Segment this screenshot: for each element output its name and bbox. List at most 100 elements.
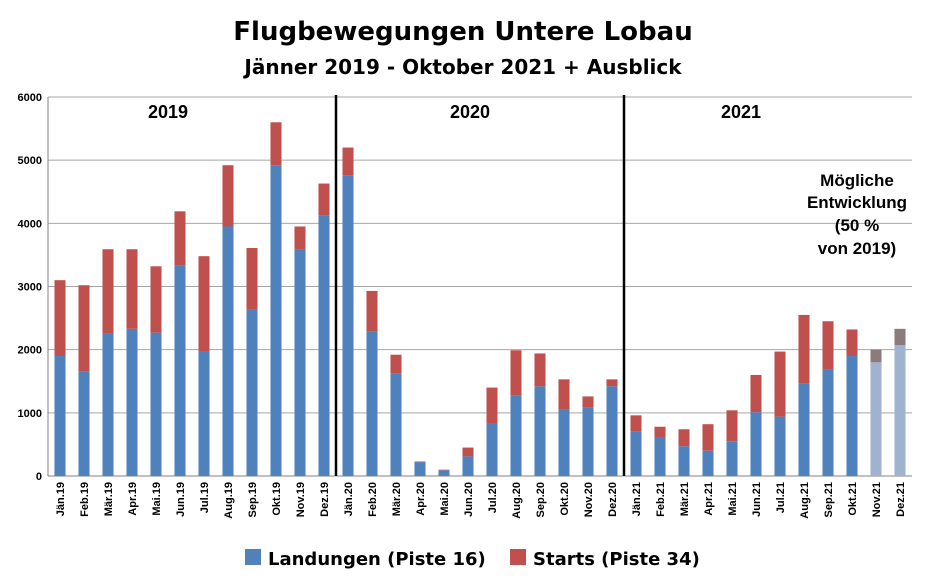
legend-swatch-landungen — [245, 549, 261, 565]
x-tick-label: Nov.20 — [583, 482, 595, 517]
x-tick-label: Mai.19 — [151, 482, 163, 516]
chart-subtitle: Jänner 2019 - Oktober 2021 + Ausblick — [242, 55, 682, 79]
bar-landungen — [822, 369, 834, 476]
bar-landungen — [246, 309, 258, 476]
x-tick-label: Feb.21 — [655, 482, 667, 517]
year-label-2020: 2020 — [450, 102, 490, 122]
bar-starts — [846, 329, 858, 356]
bar-starts — [558, 379, 570, 410]
bar-starts — [294, 226, 306, 250]
y-tick-label: 0 — [36, 471, 42, 483]
bar-landungen — [486, 423, 498, 476]
x-tick-label: Mär.21 — [679, 482, 691, 516]
x-tick-label: Aug.20 — [511, 482, 523, 519]
x-tick-label: Jän.20 — [343, 482, 355, 516]
bar-landungen — [390, 373, 402, 476]
bar-landungen — [798, 383, 810, 476]
year-label-2019: 2019 — [148, 102, 188, 122]
bar-landungen — [462, 456, 474, 476]
bar-landungen — [630, 431, 642, 476]
x-tick-label: Okt.21 — [847, 482, 859, 516]
bar-starts — [270, 122, 282, 166]
bar-landungen — [750, 412, 762, 476]
x-tick-label: Mai.21 — [727, 482, 739, 516]
x-tick-label: Mai.20 — [439, 482, 451, 516]
bar-starts — [246, 247, 258, 310]
bar-landungen — [558, 409, 570, 476]
annotation-line-2: Entwicklung — [807, 193, 907, 212]
bar-landungen — [366, 331, 378, 476]
bar-starts — [438, 469, 450, 471]
x-tick-label: Okt.20 — [559, 482, 571, 516]
bar-starts — [150, 266, 162, 333]
bar-starts — [702, 424, 714, 451]
x-tick-label: Jän.21 — [631, 482, 643, 516]
annotation-line-3: (50 % — [835, 216, 879, 235]
bar-starts — [54, 280, 66, 356]
bar-landungen — [54, 355, 66, 476]
bar-starts — [534, 353, 546, 387]
x-tick-label: Apr.21 — [703, 482, 715, 516]
bar-starts — [894, 328, 906, 346]
y-tick-label: 6000 — [18, 92, 42, 104]
bar-starts — [750, 374, 762, 413]
x-tick-label: Apr.20 — [415, 482, 427, 516]
x-tick-label: Dez.20 — [607, 482, 619, 517]
legend-swatch-starts — [510, 549, 526, 565]
y-tick-label: 2000 — [18, 345, 42, 357]
x-tick-label: Jun.19 — [175, 482, 187, 517]
bar-starts — [510, 350, 522, 396]
bar-landungen — [702, 450, 714, 476]
bar-starts — [78, 285, 90, 372]
bar-landungen — [654, 437, 666, 476]
x-tick-label: Sep.19 — [247, 482, 259, 517]
x-tick-label: Mär.19 — [103, 482, 115, 516]
legend: Landungen (Piste 16) Starts (Piste 34) — [245, 549, 700, 570]
bar-landungen — [150, 332, 162, 476]
y-tick-label: 1000 — [18, 408, 42, 420]
y-tick-labels: 0 1000 2000 3000 4000 5000 6000 — [18, 92, 42, 483]
x-tick-label: Jun.20 — [463, 482, 475, 517]
annotation-line-1: Mögliche — [820, 171, 894, 190]
bar-starts — [582, 396, 594, 408]
bar-starts — [486, 387, 498, 424]
bar-starts — [222, 165, 234, 227]
x-tick-label: Dez.19 — [319, 482, 331, 517]
x-tick-label: Apr.19 — [127, 482, 139, 516]
legend-label-landungen: Landungen (Piste 16) — [268, 549, 486, 570]
bar-starts — [390, 354, 402, 374]
bar-landungen — [774, 416, 786, 476]
bar-landungen — [102, 333, 114, 476]
bar-landungen — [438, 470, 450, 476]
bar-starts — [798, 314, 810, 384]
x-tick-label: Sep.21 — [823, 482, 835, 517]
grid-lines — [47, 96, 912, 477]
bar-landungen — [78, 371, 90, 476]
bar-landungen — [678, 446, 690, 476]
bar-landungen — [582, 407, 594, 476]
bar-landungen — [534, 386, 546, 476]
bar-starts — [126, 249, 138, 329]
x-tick-label: Jul.21 — [775, 482, 787, 513]
bar-starts — [822, 321, 834, 370]
x-tick-label: Mär.20 — [391, 482, 403, 516]
bar-landungen — [318, 215, 330, 476]
bar-landungen — [126, 328, 138, 476]
bar-landungen — [606, 386, 618, 476]
bars — [54, 122, 906, 476]
bar-starts — [774, 351, 786, 417]
bar-starts — [102, 249, 114, 334]
bar-landungen — [846, 355, 858, 476]
bar-landungen — [894, 345, 906, 476]
year-separators — [334, 95, 626, 476]
bar-landungen — [294, 249, 306, 476]
bar-starts — [342, 147, 354, 176]
x-tick-labels: Jän.19 Feb.19 Mär.19 Apr.19 Mai.19 Jun.19 Jul.… — [55, 482, 907, 519]
bar-landungen — [510, 395, 522, 476]
bar-landungen — [414, 462, 426, 476]
bar-starts — [414, 461, 426, 463]
bar-landungen — [270, 165, 282, 476]
legend-label-starts: Starts (Piste 34) — [533, 549, 700, 570]
chart-title: Flugbewegungen Untere Lobau — [233, 17, 692, 47]
